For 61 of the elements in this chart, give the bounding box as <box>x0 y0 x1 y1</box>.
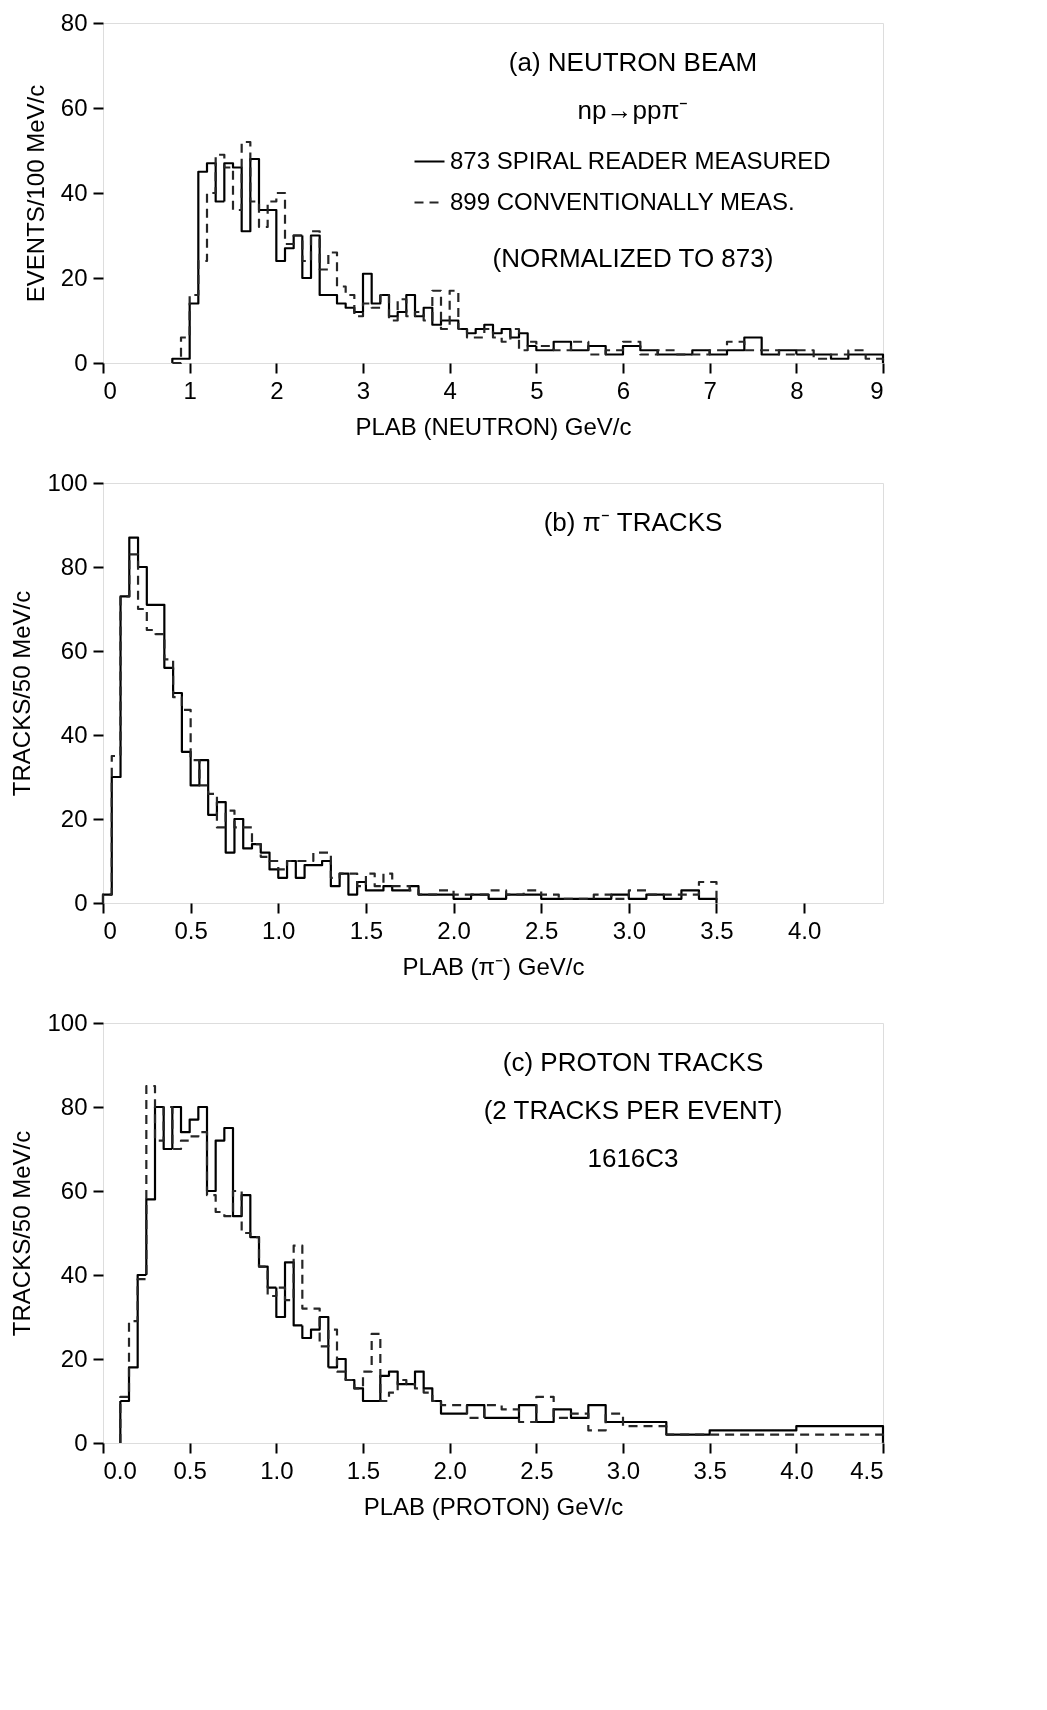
y-tick-label: 60 <box>60 1176 88 1204</box>
y-axis-title: TRACKS/50 MeV/c <box>8 1130 36 1337</box>
y-axis-title: EVENTS/100 MeV/c <box>21 84 49 303</box>
x-tick-label: 0.5 <box>173 1456 207 1484</box>
x-tick-label: 3.5 <box>693 1456 727 1484</box>
x-tick-label: 4.0 <box>787 916 822 944</box>
annotation: (b) π⁻ TRACKS <box>543 507 723 537</box>
annotation: np→ppπ⁻ <box>577 95 689 125</box>
y-tick-label: 80 <box>60 8 88 36</box>
y-tick-label: 80 <box>60 1092 88 1120</box>
y-tick-label: 0 <box>74 1428 88 1456</box>
x-tick-label: 1.0 <box>262 916 296 944</box>
x-tick-label: 3.5 <box>700 916 734 944</box>
x-tick-label: 4 <box>443 376 457 404</box>
y-tick-label: 100 <box>47 1008 88 1036</box>
x-tick-label: 0 <box>103 376 117 404</box>
y-axis-title: TRACKS/50 MeV/c <box>8 590 36 797</box>
x-tick-label: 1.5 <box>346 1456 381 1484</box>
x-tick-label: 9 <box>870 376 884 404</box>
y-tick-label: 0 <box>74 348 88 376</box>
annotation: (c) PROTON TRACKS <box>502 1047 764 1077</box>
x-tick-label: 3.0 <box>612 916 647 944</box>
x-tick-label: 2.5 <box>525 916 559 944</box>
y-tick-label: 60 <box>60 636 88 664</box>
y-tick-label: 20 <box>60 804 88 832</box>
x-tick-label: 1.5 <box>349 916 384 944</box>
x-tick-label: 0.5 <box>174 916 208 944</box>
y-tick-label: 80 <box>60 552 88 580</box>
annotation: 1616C3 <box>587 1143 679 1173</box>
y-tick-label: 40 <box>60 178 88 206</box>
x-tick-label: 2 <box>270 376 284 404</box>
x-tick-label: 3 <box>356 376 371 404</box>
x-tick-label: 2.5 <box>520 1456 554 1484</box>
annotation: (NORMALIZED TO 873) <box>492 243 774 273</box>
x-tick-label: 4.0 <box>780 1456 814 1484</box>
x-tick-label: 6 <box>616 376 631 404</box>
y-tick-label: 100 <box>47 468 88 496</box>
x-axis-title: PLAB (NEUTRON) GeV/c <box>355 412 632 440</box>
x-axis-title: PLAB (PROTON) GeV/c <box>363 1492 624 1520</box>
y-tick-label: 0 <box>74 888 88 916</box>
y-tick-label: 60 <box>60 93 88 121</box>
y-tick-label: 40 <box>60 1260 88 1288</box>
x-tick-label: 0 <box>103 916 117 944</box>
y-tick-label: 20 <box>60 263 88 291</box>
x-tick-label: 1.0 <box>260 1456 294 1484</box>
legend-label: 873 SPIRAL READER MEASURED <box>450 146 831 174</box>
x-tick-label: 3.0 <box>606 1456 641 1484</box>
x-tick-label: 0.0 <box>103 1456 137 1484</box>
y-tick-label: 40 <box>60 720 88 748</box>
x-tick-label: 1 <box>183 376 197 404</box>
x-tick-label: 4.5 <box>850 1456 884 1484</box>
annotation: (2 TRACKS PER EVENT) <box>483 1095 783 1125</box>
x-tick-label: 7 <box>703 376 717 404</box>
x-axis-title: PLAB (π⁻) GeV/c <box>402 952 585 980</box>
legend-label: 899 CONVENTIONALLY MEAS. <box>450 187 795 215</box>
x-tick-label: 2.0 <box>437 916 471 944</box>
annotation: (a) NEUTRON BEAM <box>508 47 758 77</box>
y-tick-label: 20 <box>60 1344 88 1372</box>
x-tick-label: 5 <box>530 376 544 404</box>
x-tick-label: 8 <box>790 376 804 404</box>
x-tick-label: 2.0 <box>433 1456 467 1484</box>
